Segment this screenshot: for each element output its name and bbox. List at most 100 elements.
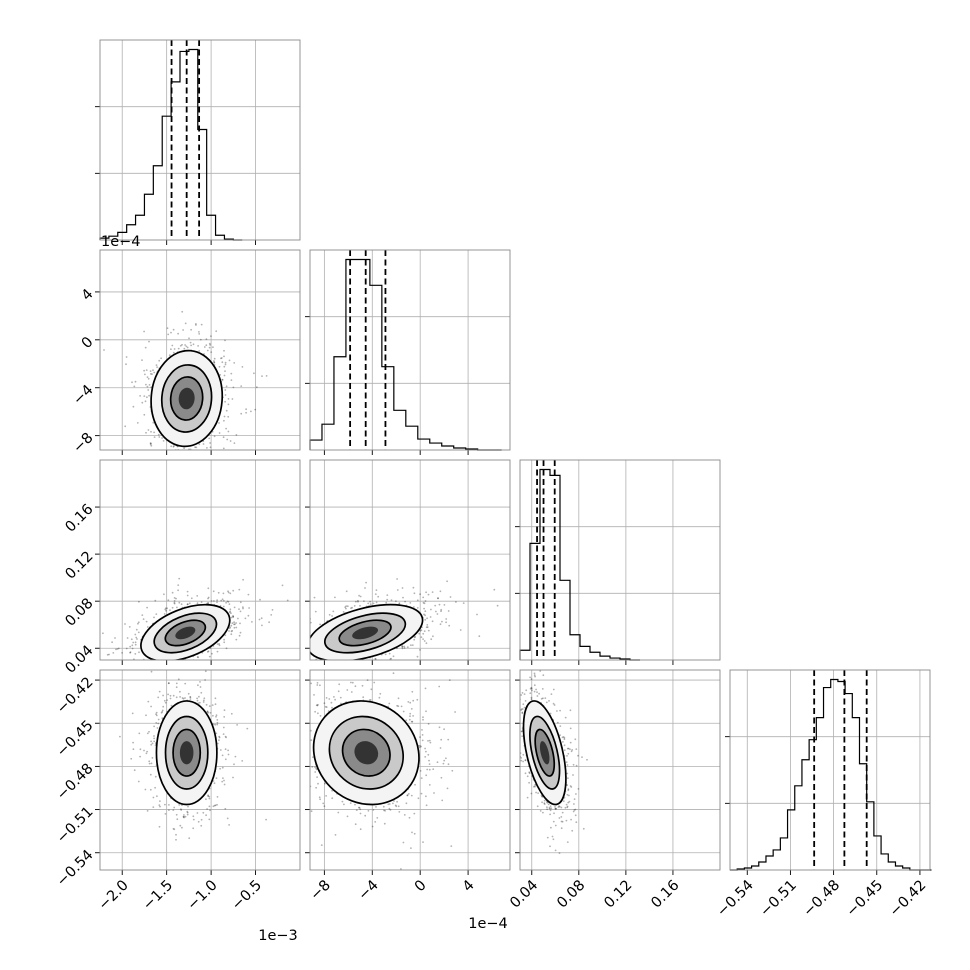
sample-point: [541, 688, 544, 690]
sample-point: [192, 663, 194, 665]
sample-point: [145, 431, 147, 434]
sample-point: [125, 647, 128, 650]
sample-point: [549, 813, 551, 816]
sample-point: [523, 706, 526, 709]
sample-point: [145, 620, 148, 623]
sample-point: [221, 598, 224, 601]
sample-point: [445, 757, 447, 760]
sample-point: [423, 613, 425, 616]
sample-point: [530, 696, 533, 699]
sample-point: [169, 609, 171, 611]
sample-point: [367, 665, 369, 667]
sample-point: [155, 662, 157, 664]
sample-point: [365, 581, 367, 584]
sample-point: [143, 666, 145, 668]
sample-point: [423, 640, 426, 642]
sample-point: [164, 608, 167, 611]
sample-point: [300, 668, 302, 670]
sample-point: [409, 712, 412, 715]
sample-point: [291, 720, 293, 722]
sample-point: [216, 723, 219, 726]
sample-point: [529, 676, 531, 679]
sample-point: [295, 648, 297, 650]
sample-point: [526, 775, 529, 778]
sample-point: [426, 617, 428, 620]
sample-point: [423, 607, 425, 610]
sample-point: [338, 683, 341, 686]
sample-point: [230, 630, 233, 633]
sample-point: [129, 651, 132, 654]
sample-point: [395, 600, 397, 603]
sample-point: [514, 744, 516, 746]
sample-point: [425, 710, 427, 713]
sample-point: [528, 624, 530, 626]
sample-point: [133, 769, 136, 772]
sample-point: [374, 593, 377, 595]
sample-point: [132, 748, 135, 751]
sample-point: [196, 812, 199, 814]
sample-point: [334, 834, 337, 836]
sample-point: [161, 710, 164, 713]
sample-point: [369, 699, 372, 701]
sample-point: [197, 820, 200, 823]
sample-point: [514, 784, 516, 786]
sample-point: [239, 610, 242, 613]
sample-point: [313, 694, 315, 696]
sample-point: [397, 697, 400, 700]
sample-point: [183, 815, 185, 818]
sample-point: [225, 736, 228, 739]
sample-point: [227, 753, 230, 756]
sample-point: [233, 442, 236, 444]
sample-point: [227, 430, 230, 433]
sample-point: [334, 667, 336, 669]
sample-point: [148, 394, 151, 397]
sample-point: [550, 826, 552, 829]
sample-point: [196, 699, 199, 702]
sample-point: [338, 661, 340, 663]
sample-point: [337, 671, 339, 673]
sample-point: [210, 335, 212, 337]
sample-point: [221, 378, 224, 381]
sample-point: [357, 599, 359, 602]
sample-point: [202, 701, 205, 703]
sample-point: [410, 708, 413, 710]
sample-point: [375, 806, 377, 808]
sample-point: [409, 701, 412, 704]
sample-point: [166, 327, 169, 330]
sample-point: [202, 509, 204, 511]
sample-point: [178, 601, 181, 604]
sample-point: [199, 662, 201, 664]
sample-point: [419, 745, 421, 747]
sample-point: [314, 710, 316, 713]
sample-point: [567, 777, 569, 779]
grid-1-2: [310, 460, 510, 660]
sample-point: [403, 645, 406, 648]
sample-point: [428, 759, 430, 762]
sample-point: [136, 663, 138, 665]
sample-point: [182, 662, 184, 664]
sample-point: [314, 610, 317, 613]
sample-point: [143, 413, 146, 416]
sample-point: [216, 643, 219, 645]
sample-point: [153, 675, 155, 677]
sample-point: [182, 697, 185, 700]
sample-point: [331, 789, 333, 792]
sample-point: [136, 422, 139, 424]
sample-point: [423, 630, 426, 632]
sample-point: [143, 395, 146, 397]
sample-point: [524, 759, 527, 762]
sample-point: [179, 666, 181, 668]
sample-point: [223, 641, 226, 644]
sample-point: [427, 753, 430, 756]
sample-point: [223, 709, 226, 712]
sample-point: [206, 349, 209, 352]
xtick-label-0-0: −2.0: [96, 877, 132, 913]
sample-point: [424, 614, 426, 617]
sample-point: [238, 684, 240, 686]
sample-point: [139, 395, 142, 397]
sample-point: [307, 738, 309, 740]
sample-point: [205, 814, 208, 817]
sample-point: [148, 384, 151, 386]
sample-point: [131, 381, 133, 384]
sample-point: [220, 357, 222, 360]
